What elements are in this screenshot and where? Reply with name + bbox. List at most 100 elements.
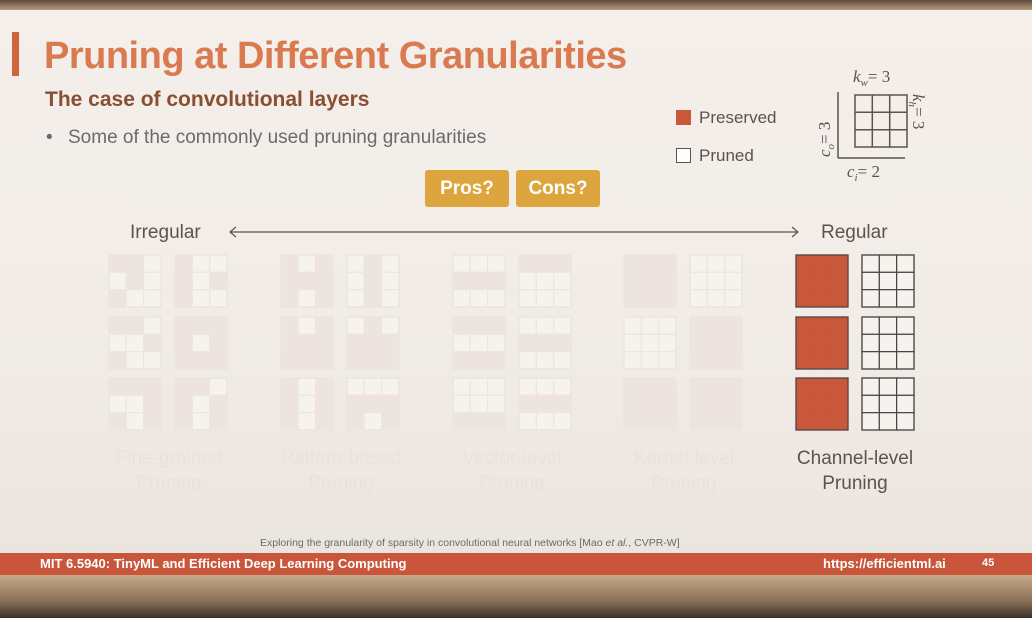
preserved-cell [535, 394, 555, 414]
preserved-cell [518, 394, 537, 414]
pruned-cell [346, 254, 365, 273]
kernel-grid-border [861, 254, 915, 308]
bullet-dot-icon: • [46, 127, 53, 148]
pruned-cell [878, 271, 898, 291]
preserved-cell [830, 377, 849, 396]
kernel-grid-border [346, 316, 400, 370]
preserved-cell [209, 412, 228, 431]
pruned-cell [861, 289, 880, 308]
kernel-grid [280, 377, 334, 431]
bullet-item: • Some of the commonly used pruning granu… [46, 127, 486, 149]
pruned-cell [452, 394, 471, 414]
pros-button[interactable]: Pros? [425, 170, 509, 207]
pruned-cell [689, 289, 708, 308]
preserved-cell [812, 316, 832, 335]
pruned-cell [518, 289, 537, 308]
preserved-cell [623, 394, 642, 414]
footer-url-link[interactable]: https://efficientml.ai [823, 556, 946, 571]
preserved-cell [191, 351, 211, 370]
kernel-grid-border [452, 316, 506, 370]
preserved-cell [706, 351, 726, 370]
preserved-cell [812, 412, 832, 431]
preserved-cell [623, 271, 642, 291]
pruned-cell [297, 254, 317, 273]
preserved-cell [315, 394, 334, 414]
preserved-cell [658, 412, 677, 431]
preserved-cell [689, 377, 708, 396]
kernel-grid [108, 377, 162, 431]
kernel-grid [108, 316, 162, 370]
preserved-cell [795, 271, 814, 291]
preserved-cell [689, 394, 708, 414]
preserved-cell [830, 394, 849, 414]
pruned-cell [896, 351, 915, 370]
pruned-cell [896, 412, 915, 431]
preserved-cell [108, 351, 127, 370]
preserved-cell [487, 316, 506, 335]
preserved-cell [640, 394, 660, 414]
pruned-cell [452, 254, 471, 273]
preserved-cell [174, 333, 193, 353]
pruned-cell [125, 412, 145, 431]
kernel-grid-border [346, 377, 400, 431]
kw-label: kw= 3 [853, 67, 890, 89]
preserved-cell [143, 333, 162, 353]
kernel-grid [623, 254, 677, 308]
preserved-cell [174, 377, 193, 396]
cons-button[interactable]: Cons? [516, 170, 600, 207]
pruned-cell [125, 394, 145, 414]
preserved-cell [795, 333, 814, 353]
preserved-cell [280, 271, 299, 291]
kernel-grid [280, 254, 334, 308]
preserved-cell [381, 351, 400, 370]
preserved-cell [280, 377, 299, 396]
preserved-cell [623, 254, 642, 273]
pruned-cell [640, 316, 660, 335]
kernel-grid [795, 316, 849, 370]
preserved-cell [108, 412, 127, 431]
pruned-cell [896, 289, 915, 308]
kernel-grid-border [452, 254, 506, 308]
kernel-dimension-diagram: kw= 3 ci= 2 co= 3 kh= 3 [815, 67, 928, 182]
preserved-cell [143, 394, 162, 414]
kernel-grid [623, 316, 677, 370]
preserved-cell [363, 254, 383, 273]
kernel-grid-border [623, 377, 677, 431]
preserved-cell [297, 333, 317, 353]
preserved-cell [518, 333, 537, 353]
preserved-cell [280, 333, 299, 353]
pruned-cell [861, 254, 880, 273]
preserved-cell [812, 351, 832, 370]
pruned-cell [878, 316, 898, 335]
preserved-cell [315, 412, 334, 431]
preserved-cell [553, 254, 572, 273]
pruned-cell [209, 254, 228, 273]
pruned-cell [518, 412, 537, 431]
pruned-cell [143, 351, 162, 370]
preserved-cell [191, 377, 211, 396]
pruned-cell [108, 394, 127, 414]
pruned-cell [553, 377, 572, 396]
preserved-cell [315, 289, 334, 308]
preserved-cell [363, 333, 383, 353]
preserved-cell [795, 351, 814, 370]
pruned-cell [487, 377, 506, 396]
pruned-cell [469, 394, 489, 414]
column-label-fine-grained: Fine-grained Pruning [115, 448, 223, 494]
pruned-cell [878, 412, 898, 431]
preserved-cell [830, 271, 849, 291]
preserved-cell [209, 351, 228, 370]
kernel-grid-border [689, 316, 743, 370]
preserved-cell [689, 333, 708, 353]
preserved-cell [174, 394, 193, 414]
pruned-cell [125, 289, 145, 308]
preserved-cell [191, 316, 211, 335]
preserved-cell [640, 377, 660, 396]
kernel-grid-border [861, 316, 915, 370]
preserved-cell [535, 333, 555, 353]
kernel-grid-border [795, 254, 849, 308]
pruned-cell [724, 271, 743, 291]
preserved-cell [125, 254, 145, 273]
kernel-grid [518, 254, 572, 308]
